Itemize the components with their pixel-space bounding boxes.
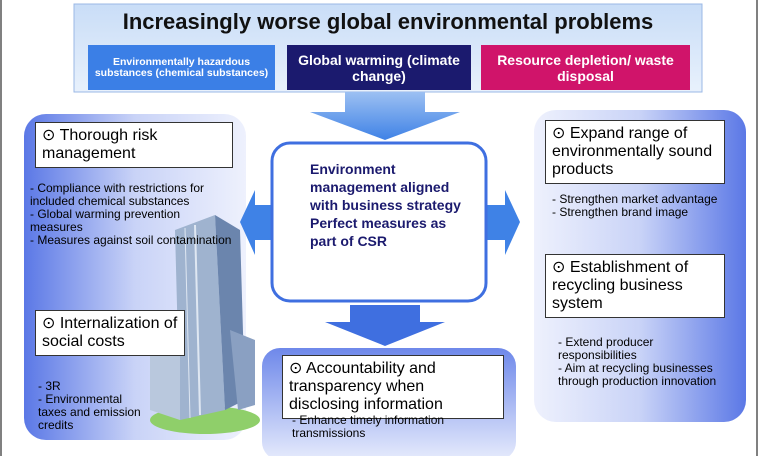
- title: Increasingly worse global environmental …: [80, 9, 696, 35]
- bullet: - Extend producer responsibilities: [558, 336, 728, 362]
- bullet-list: - 3R - Environmental taxes and emission …: [38, 380, 153, 432]
- right-arrow: [487, 190, 520, 255]
- bullet-list: - Extend producer responsibilities - Aim…: [558, 336, 728, 388]
- bullet: - Measures against soil contamination: [30, 234, 235, 247]
- item-heading: ⊙ Accountability and transparency when d…: [282, 355, 504, 419]
- bullet-list: - Compliance with restrictions for inclu…: [30, 182, 235, 247]
- center-line: Environment management aligned with busi…: [310, 160, 470, 214]
- category-box: Environmentally hazardous substances (ch…: [88, 45, 275, 90]
- center-line: Perfect measures as part of CSR: [310, 214, 470, 250]
- down-arrow: [310, 92, 460, 140]
- bullet: - Environmental taxes and emission credi…: [38, 393, 153, 432]
- center-text: Environment management aligned with busi…: [310, 160, 470, 250]
- item-heading: ⊙ Internalization of social costs: [35, 310, 185, 356]
- item-heading: ⊙ Establishment of recycling business sy…: [545, 254, 725, 318]
- category-box: Global warming (climate change): [287, 45, 471, 90]
- bullet: - Compliance with restrictions for inclu…: [30, 182, 235, 208]
- bullet-list: - Strengthen market advantage - Strength…: [552, 193, 732, 219]
- bullet: - Strengthen brand image: [552, 206, 732, 219]
- bullet: - Global warming prevention measures: [30, 208, 235, 234]
- bullet: - Enhance timely information transmissio…: [292, 414, 492, 440]
- diagram: Increasingly worse global environmental …: [0, 0, 758, 456]
- item-heading: ⊙ Thorough risk management: [35, 122, 233, 168]
- item-heading: ⊙ Expand range of environmentally sound …: [545, 120, 725, 184]
- bullet: - Aim at recycling businesses through pr…: [558, 362, 728, 388]
- down-arrow: [325, 305, 445, 346]
- category-box: Resource depletion/ waste disposal: [481, 45, 690, 90]
- bullet-list: - Enhance timely information transmissio…: [292, 414, 492, 440]
